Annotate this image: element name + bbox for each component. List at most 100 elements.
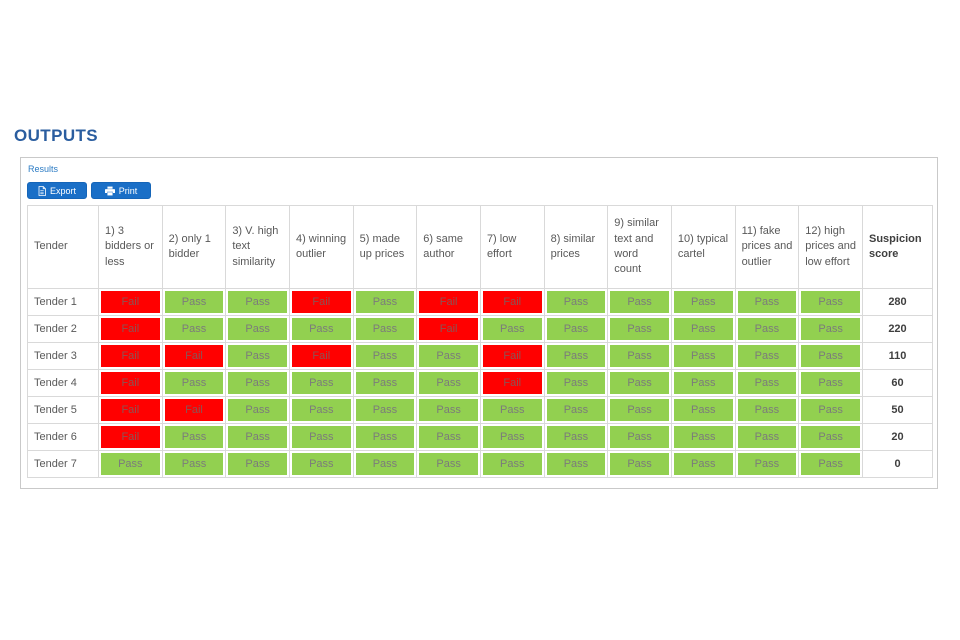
result-cell-pass: Pass <box>670 369 736 397</box>
result-cell-pass: Pass <box>734 423 800 451</box>
toolbar: Export Print <box>27 182 931 199</box>
suspicion-score-cell: 110 <box>862 342 933 370</box>
result-cell-pass: Pass <box>543 342 609 370</box>
result-cell-pass: Pass <box>798 342 863 370</box>
check-column-header-10: 10) typical cartel <box>670 205 736 289</box>
result-cell-pass: Pass <box>352 288 418 316</box>
result-cell-pass: Pass <box>670 288 736 316</box>
check-column-header-9: 9) similar text and word count <box>607 205 672 289</box>
result-cell-pass: Pass <box>161 315 227 343</box>
result-cell-pass: Pass <box>607 288 672 316</box>
table-row: Tender 2 Fail Pass Pass Pass Pass Fail Pass Pass… <box>27 315 933 343</box>
result-cell-pass: Pass <box>479 315 545 343</box>
result-cell-fail: Fail <box>288 342 354 370</box>
result-cell-fail: Fail <box>416 288 481 316</box>
result-cell-pass: Pass <box>352 369 418 397</box>
result-cell-pass: Pass <box>543 315 609 343</box>
check-column-header-12: 12) high prices and low effort <box>798 205 863 289</box>
result-cell-pass: Pass <box>225 423 290 451</box>
result-cell-pass: Pass <box>161 288 227 316</box>
result-cell-pass: Pass <box>225 450 290 478</box>
table-row: Tender 4 Fail Pass Pass Pass Pass Pass Fail Pass… <box>27 369 933 397</box>
check-column-header-3: 3) V. high text similarity <box>225 205 290 289</box>
result-cell-pass: Pass <box>416 369 481 397</box>
result-cell-pass: Pass <box>225 369 290 397</box>
tender-label-cell: Tender 3 <box>27 342 99 370</box>
table-row: Tender 6 Fail Pass Pass Pass Pass Pass Pass Pass… <box>27 423 933 451</box>
result-cell-pass: Pass <box>670 423 736 451</box>
result-cell-pass: Pass <box>670 342 736 370</box>
check-column-header-5: 5) made up prices <box>352 205 418 289</box>
result-cell-fail: Fail <box>416 315 481 343</box>
tender-label-cell: Tender 1 <box>27 288 99 316</box>
tender-column-header: Tender <box>27 205 99 289</box>
result-cell-fail: Fail <box>288 288 354 316</box>
check-column-header-8: 8) similar prices <box>543 205 609 289</box>
result-cell-pass: Pass <box>352 450 418 478</box>
result-cell-pass: Pass <box>98 450 163 478</box>
page-title: OUTPUTS <box>14 126 99 145</box>
check-column-header-11: 11) fake prices and outlier <box>734 205 800 289</box>
result-cell-pass: Pass <box>352 342 418 370</box>
result-cell-fail: Fail <box>98 342 163 370</box>
score-column-header: Suspicion score <box>862 205 933 289</box>
results-table: Tender 1) 3 bidders or less 2) only 1 bidd… <box>27 205 933 478</box>
table-row: Tender 1 Fail Pass Pass Fail Pass Fail Fail Pass… <box>27 288 933 316</box>
result-cell-pass: Pass <box>670 396 736 424</box>
result-cell-fail: Fail <box>98 288 163 316</box>
result-cell-pass: Pass <box>225 342 290 370</box>
result-cell-pass: Pass <box>734 288 800 316</box>
result-cell-pass: Pass <box>670 450 736 478</box>
result-cell-pass: Pass <box>734 342 800 370</box>
printer-icon <box>104 186 115 196</box>
result-cell-pass: Pass <box>798 288 863 316</box>
suspicion-score-cell: 60 <box>862 369 933 397</box>
result-cell-pass: Pass <box>288 423 354 451</box>
result-cell-pass: Pass <box>288 369 354 397</box>
suspicion-score-cell: 0 <box>862 450 933 478</box>
results-panel-label: Results <box>28 164 59 174</box>
result-cell-fail: Fail <box>479 369 545 397</box>
result-cell-pass: Pass <box>607 423 672 451</box>
result-cell-pass: Pass <box>479 396 545 424</box>
result-cell-pass: Pass <box>352 396 418 424</box>
file-export-icon <box>38 185 46 196</box>
result-cell-pass: Pass <box>734 450 800 478</box>
table-row: Tender 5 Fail Fail Pass Pass Pass Pass Pass Pass… <box>27 396 933 424</box>
tender-label-cell: Tender 6 <box>27 423 99 451</box>
result-cell-fail: Fail <box>98 396 163 424</box>
result-cell-fail: Fail <box>98 315 163 343</box>
check-column-header-4: 4) winning outlier <box>288 205 354 289</box>
result-cell-pass: Pass <box>416 450 481 478</box>
export-button[interactable]: Export <box>27 182 87 199</box>
check-column-header-2: 2) only 1 bidder <box>161 205 227 289</box>
suspicion-score-cell: 50 <box>862 396 933 424</box>
result-cell-pass: Pass <box>225 315 290 343</box>
result-cell-pass: Pass <box>607 450 672 478</box>
result-cell-pass: Pass <box>416 342 481 370</box>
result-cell-pass: Pass <box>288 315 354 343</box>
result-cell-pass: Pass <box>161 423 227 451</box>
check-column-header-7: 7) low effort <box>479 205 545 289</box>
result-cell-pass: Pass <box>543 369 609 397</box>
result-cell-fail: Fail <box>161 342 227 370</box>
result-cell-fail: Fail <box>161 396 227 424</box>
result-cell-pass: Pass <box>288 396 354 424</box>
result-cell-pass: Pass <box>798 369 863 397</box>
result-cell-pass: Pass <box>543 423 609 451</box>
result-cell-pass: Pass <box>416 396 481 424</box>
result-cell-pass: Pass <box>734 315 800 343</box>
print-button[interactable]: Print <box>91 182 151 199</box>
result-cell-pass: Pass <box>670 315 736 343</box>
check-column-header-6: 6) same author <box>416 205 481 289</box>
result-cell-pass: Pass <box>288 450 354 478</box>
result-cell-pass: Pass <box>734 369 800 397</box>
table-row: Tender 7 Pass Pass Pass Pass Pass Pass Pass Pass… <box>27 450 933 478</box>
result-cell-pass: Pass <box>479 450 545 478</box>
table-row: Tender 3 Fail Fail Pass Fail Pass Pass Fail Pass… <box>27 342 933 370</box>
export-button-label: Export <box>49 185 76 196</box>
result-cell-pass: Pass <box>543 396 609 424</box>
result-cell-pass: Pass <box>416 423 481 451</box>
result-cell-pass: Pass <box>479 423 545 451</box>
